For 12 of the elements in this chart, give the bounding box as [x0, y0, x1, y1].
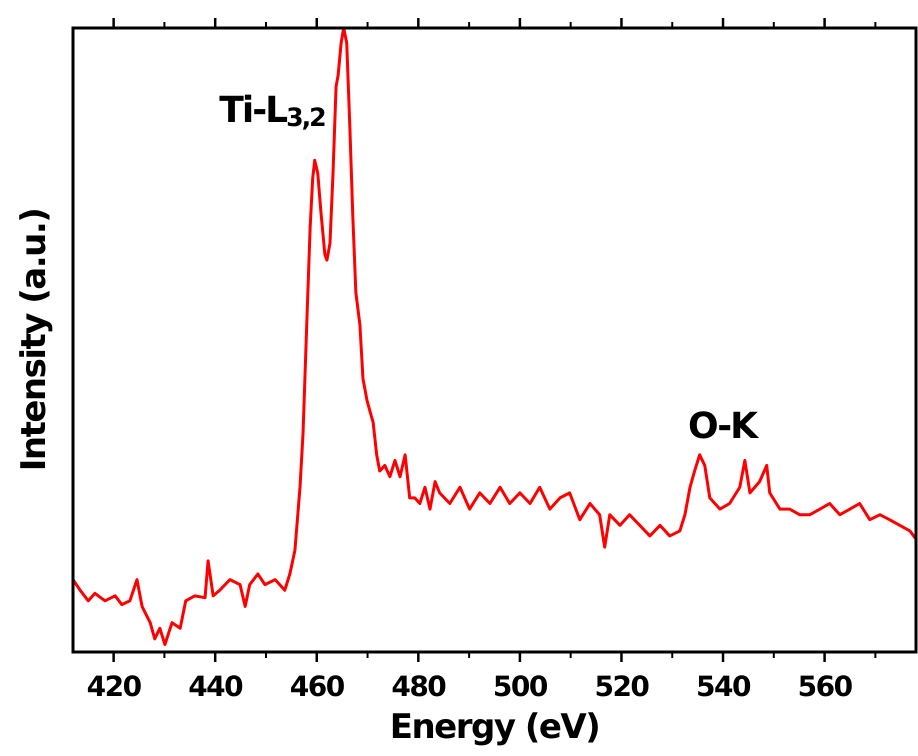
x-tick-label: 440: [188, 670, 244, 703]
x-tick-label: 520: [594, 670, 650, 703]
x-axis-title: Energy (eV): [390, 707, 600, 747]
annotation: Ti-L$_{3,2}$: [219, 90, 326, 132]
x-tick-label: 540: [696, 670, 752, 703]
x-tick-label: 500: [492, 670, 548, 703]
x-tick-label: 420: [86, 670, 142, 703]
x-tick-label: 560: [798, 670, 853, 703]
x-tick-label: 480: [391, 670, 446, 703]
x-tick-label: 460: [290, 670, 345, 703]
y-axis-title: Intensity (a.u.): [14, 208, 54, 472]
annotation: O-K: [688, 406, 760, 447]
